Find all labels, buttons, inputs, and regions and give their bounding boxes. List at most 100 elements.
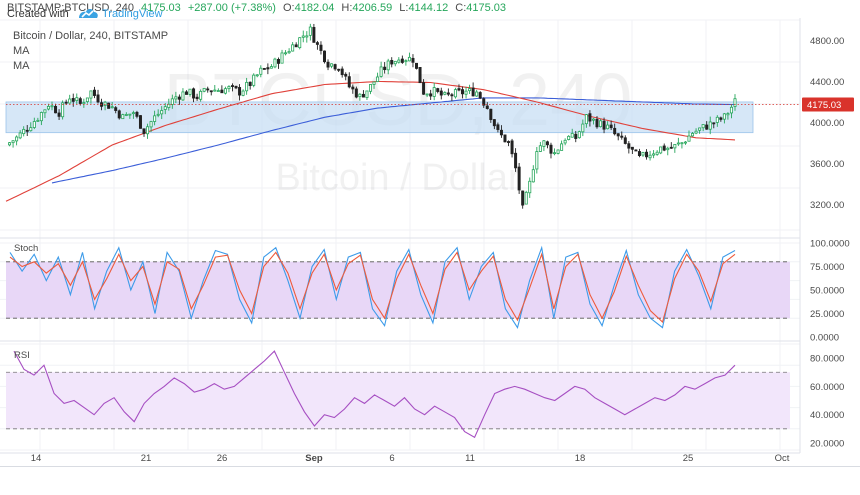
candle-body [71, 98, 75, 102]
candle-body [301, 35, 305, 38]
candle-body [715, 116, 719, 123]
candle-body [499, 129, 503, 136]
candle-body [146, 126, 150, 135]
candle-body [25, 129, 29, 132]
candle-body [708, 121, 712, 130]
low-label: L: [399, 2, 409, 14]
candle-body [128, 113, 132, 116]
candle-body [560, 143, 564, 151]
ma-line [5, 80, 736, 202]
candle-body [439, 90, 443, 96]
candle-body [602, 120, 606, 130]
candle-body [298, 37, 302, 49]
candle-body [32, 121, 36, 128]
legend-ma-2[interactable]: MA [13, 60, 30, 72]
low-value: 4144.12 [408, 2, 449, 14]
candle-body [694, 130, 698, 134]
candle-body [234, 85, 238, 89]
legend-ma-1[interactable]: MA [13, 45, 30, 57]
candle-body [269, 66, 273, 69]
candle-body [46, 106, 50, 110]
candle-body [312, 27, 316, 43]
candle-body [719, 117, 723, 120]
candle-body [726, 113, 730, 116]
open-value: 4182.04 [294, 2, 335, 14]
candle-body [492, 119, 496, 127]
candle-body [174, 96, 178, 100]
candle-body [330, 63, 334, 67]
candle-body [599, 120, 603, 128]
candle-body [538, 145, 542, 152]
tradingview-logo-icon[interactable] [76, 5, 100, 26]
x-axis: 14 21 26 Sep 6 11 18 25 Oct [31, 453, 790, 464]
candle-body [372, 81, 376, 85]
candle-body [308, 26, 312, 36]
footer-created-label: Created with [7, 8, 69, 20]
candle-body [705, 124, 709, 130]
candle-body [22, 128, 26, 135]
candle-body [61, 102, 65, 118]
candle-body [241, 90, 245, 96]
high-label: H: [341, 2, 353, 14]
candle-body [390, 59, 394, 65]
candle-body [43, 109, 47, 114]
candle-body [223, 88, 227, 94]
candle-body [85, 97, 89, 102]
candle-body [29, 127, 33, 132]
high-value: 4206.59 [352, 2, 393, 14]
open-label: O: [282, 2, 295, 14]
candle-body [379, 66, 383, 77]
candle-body [248, 81, 252, 86]
candle-body [326, 61, 330, 68]
candle-body [595, 119, 599, 128]
candle-body [418, 67, 422, 84]
candle-body [206, 88, 210, 91]
candle-body [733, 98, 737, 107]
candle-body [319, 44, 323, 51]
tradingview-link[interactable]: TradingView [102, 8, 163, 20]
candle-body [192, 88, 196, 99]
candle-body [124, 114, 128, 116]
candle-body [489, 108, 493, 120]
y-tick-label: 50.0000 [810, 286, 844, 297]
candle-body [177, 96, 181, 100]
candle-body [482, 98, 486, 106]
candle-body [337, 68, 341, 71]
candle-body [195, 96, 199, 100]
candle-body [407, 56, 411, 62]
candle-body [432, 87, 436, 97]
candle-body [149, 121, 153, 128]
candle-body [471, 87, 475, 97]
candle-body [468, 88, 472, 92]
x-tick-label: Oct [775, 453, 790, 464]
candle-body [75, 97, 79, 101]
candle-body [369, 84, 372, 92]
candle-body [415, 62, 419, 69]
candle-body [630, 146, 634, 150]
candle-body [673, 144, 677, 149]
candle-body [386, 60, 390, 71]
candle-body [453, 89, 457, 98]
candle-body [227, 86, 231, 90]
candle-body [510, 140, 514, 155]
candle-body [209, 90, 213, 93]
candle-body [542, 140, 546, 147]
candle-body [535, 151, 539, 170]
candle-body [322, 50, 326, 63]
candle-body [436, 88, 440, 92]
candle-body [64, 101, 68, 104]
candle-body [574, 133, 578, 139]
candle-body [284, 52, 288, 55]
support-zone [5, 101, 754, 134]
candle-body [676, 142, 680, 145]
candle-body [365, 90, 369, 98]
stoch-line [9, 245, 736, 329]
price-change: +287.00 (+7.38%) [187, 2, 276, 14]
stoch-line [9, 251, 736, 324]
candle-body [199, 90, 203, 100]
y-tick-label: 3600.00 [810, 159, 844, 170]
watermark: BTCUSD, 240 Bitcoin / Dollar [164, 58, 633, 199]
candle-body [216, 90, 220, 92]
candle-body [691, 133, 695, 137]
candles [8, 23, 737, 209]
